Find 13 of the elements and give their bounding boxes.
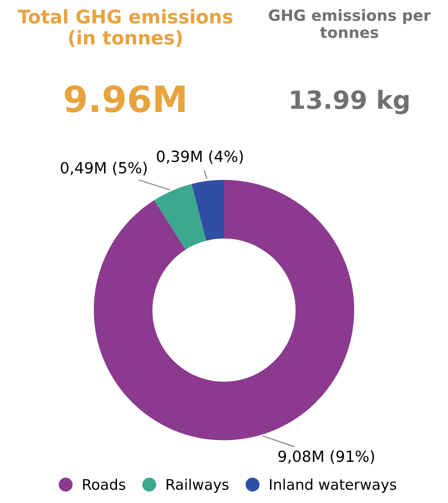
text: GHG emissions per tonnes [268,9,431,38]
donut-slice [94,180,354,440]
data-label: 0,39M (4%) [156,150,243,164]
donut-slice [154,184,206,250]
text: 9.96M [64,85,185,112]
legend-label: Railways [166,478,229,493]
data-label: 0,49M (5%) [60,162,147,176]
legend-label: Inland waterways [270,478,396,493]
legend-label: Roads [83,478,126,490]
donut-slice [192,180,224,241]
text: Total GHG emissions (in tonnes) [18,9,232,47]
data-label: 9,08M (91%) [278,450,374,464]
text: 13.99 kg [291,90,408,114]
